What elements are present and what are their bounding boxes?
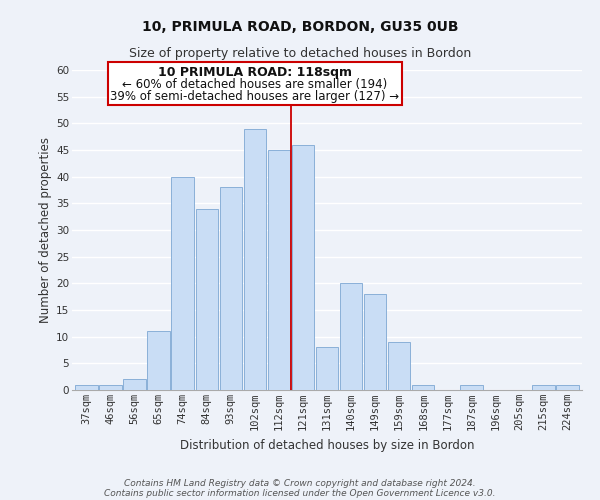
Bar (268, 150, 290, 390)
Text: 10 PRIMULA ROAD: 118sqm: 10 PRIMULA ROAD: 118sqm (158, 66, 352, 78)
Bar (220, 188, 242, 390)
X-axis label: Distribution of detached houses by size in Bordon: Distribution of detached houses by size … (180, 438, 474, 452)
Text: Contains public sector information licensed under the Open Government Licence v3: Contains public sector information licen… (104, 488, 496, 498)
Bar (532, 384, 554, 390)
Bar (340, 284, 362, 390)
Bar (388, 342, 410, 390)
Bar (364, 294, 386, 390)
Bar (460, 384, 482, 390)
Bar (100, 384, 122, 390)
Text: Contains HM Land Registry data © Crown copyright and database right 2024.: Contains HM Land Registry data © Crown c… (124, 478, 476, 488)
Bar (244, 128, 266, 390)
FancyBboxPatch shape (108, 62, 401, 104)
Bar (75, 384, 98, 390)
Bar (124, 380, 146, 390)
Bar (316, 348, 338, 390)
Bar (556, 384, 579, 390)
Bar (172, 176, 194, 390)
Text: 39% of semi-detached houses are larger (127) →: 39% of semi-detached houses are larger (… (110, 90, 400, 102)
Text: Size of property relative to detached houses in Bordon: Size of property relative to detached ho… (129, 48, 471, 60)
Bar (196, 208, 218, 390)
Text: 10, PRIMULA ROAD, BORDON, GU35 0UB: 10, PRIMULA ROAD, BORDON, GU35 0UB (142, 20, 458, 34)
Y-axis label: Number of detached properties: Number of detached properties (39, 137, 52, 323)
Text: ← 60% of detached houses are smaller (194): ← 60% of detached houses are smaller (19… (122, 78, 388, 91)
Bar (412, 384, 434, 390)
Bar (148, 332, 170, 390)
Bar (292, 144, 314, 390)
